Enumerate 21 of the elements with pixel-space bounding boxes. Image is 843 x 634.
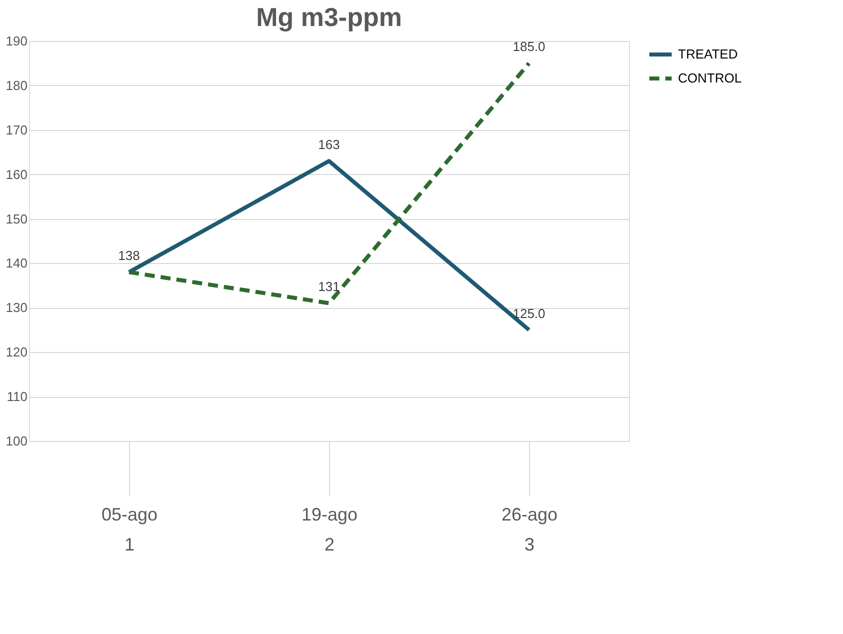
x-tick-label: 26-ago 3 [501, 504, 558, 554]
y-tick-label: 180 [6, 78, 28, 93]
data-label: 125.0 [512, 306, 546, 321]
data-label: 163 [318, 137, 340, 152]
data-label: 131 [318, 279, 340, 294]
y-tick-label: 150 [6, 211, 28, 226]
y-tick-label: 190 [6, 34, 28, 48]
y-tick-label: 100 [6, 434, 28, 448]
y-tick-label: 160 [6, 166, 28, 182]
x-tick-label: 05-ago 1 [101, 504, 158, 554]
y-tick-label: 140 [6, 256, 28, 271]
x-tick-label: 19-ago 2 [301, 504, 358, 554]
legend-label: TREATED [678, 46, 738, 62]
y-tick-label: 170 [6, 122, 28, 138]
chart-title: Mg m3-ppm [256, 2, 402, 32]
data-label: 138 [118, 248, 140, 264]
y-tick-label: 120 [6, 344, 28, 360]
y-tick-label: 110 [6, 389, 28, 404]
legend-label: CONTROL [678, 70, 742, 86]
data-label: 185.0 [512, 39, 546, 54]
y-tick-label: 130 [6, 300, 28, 316]
